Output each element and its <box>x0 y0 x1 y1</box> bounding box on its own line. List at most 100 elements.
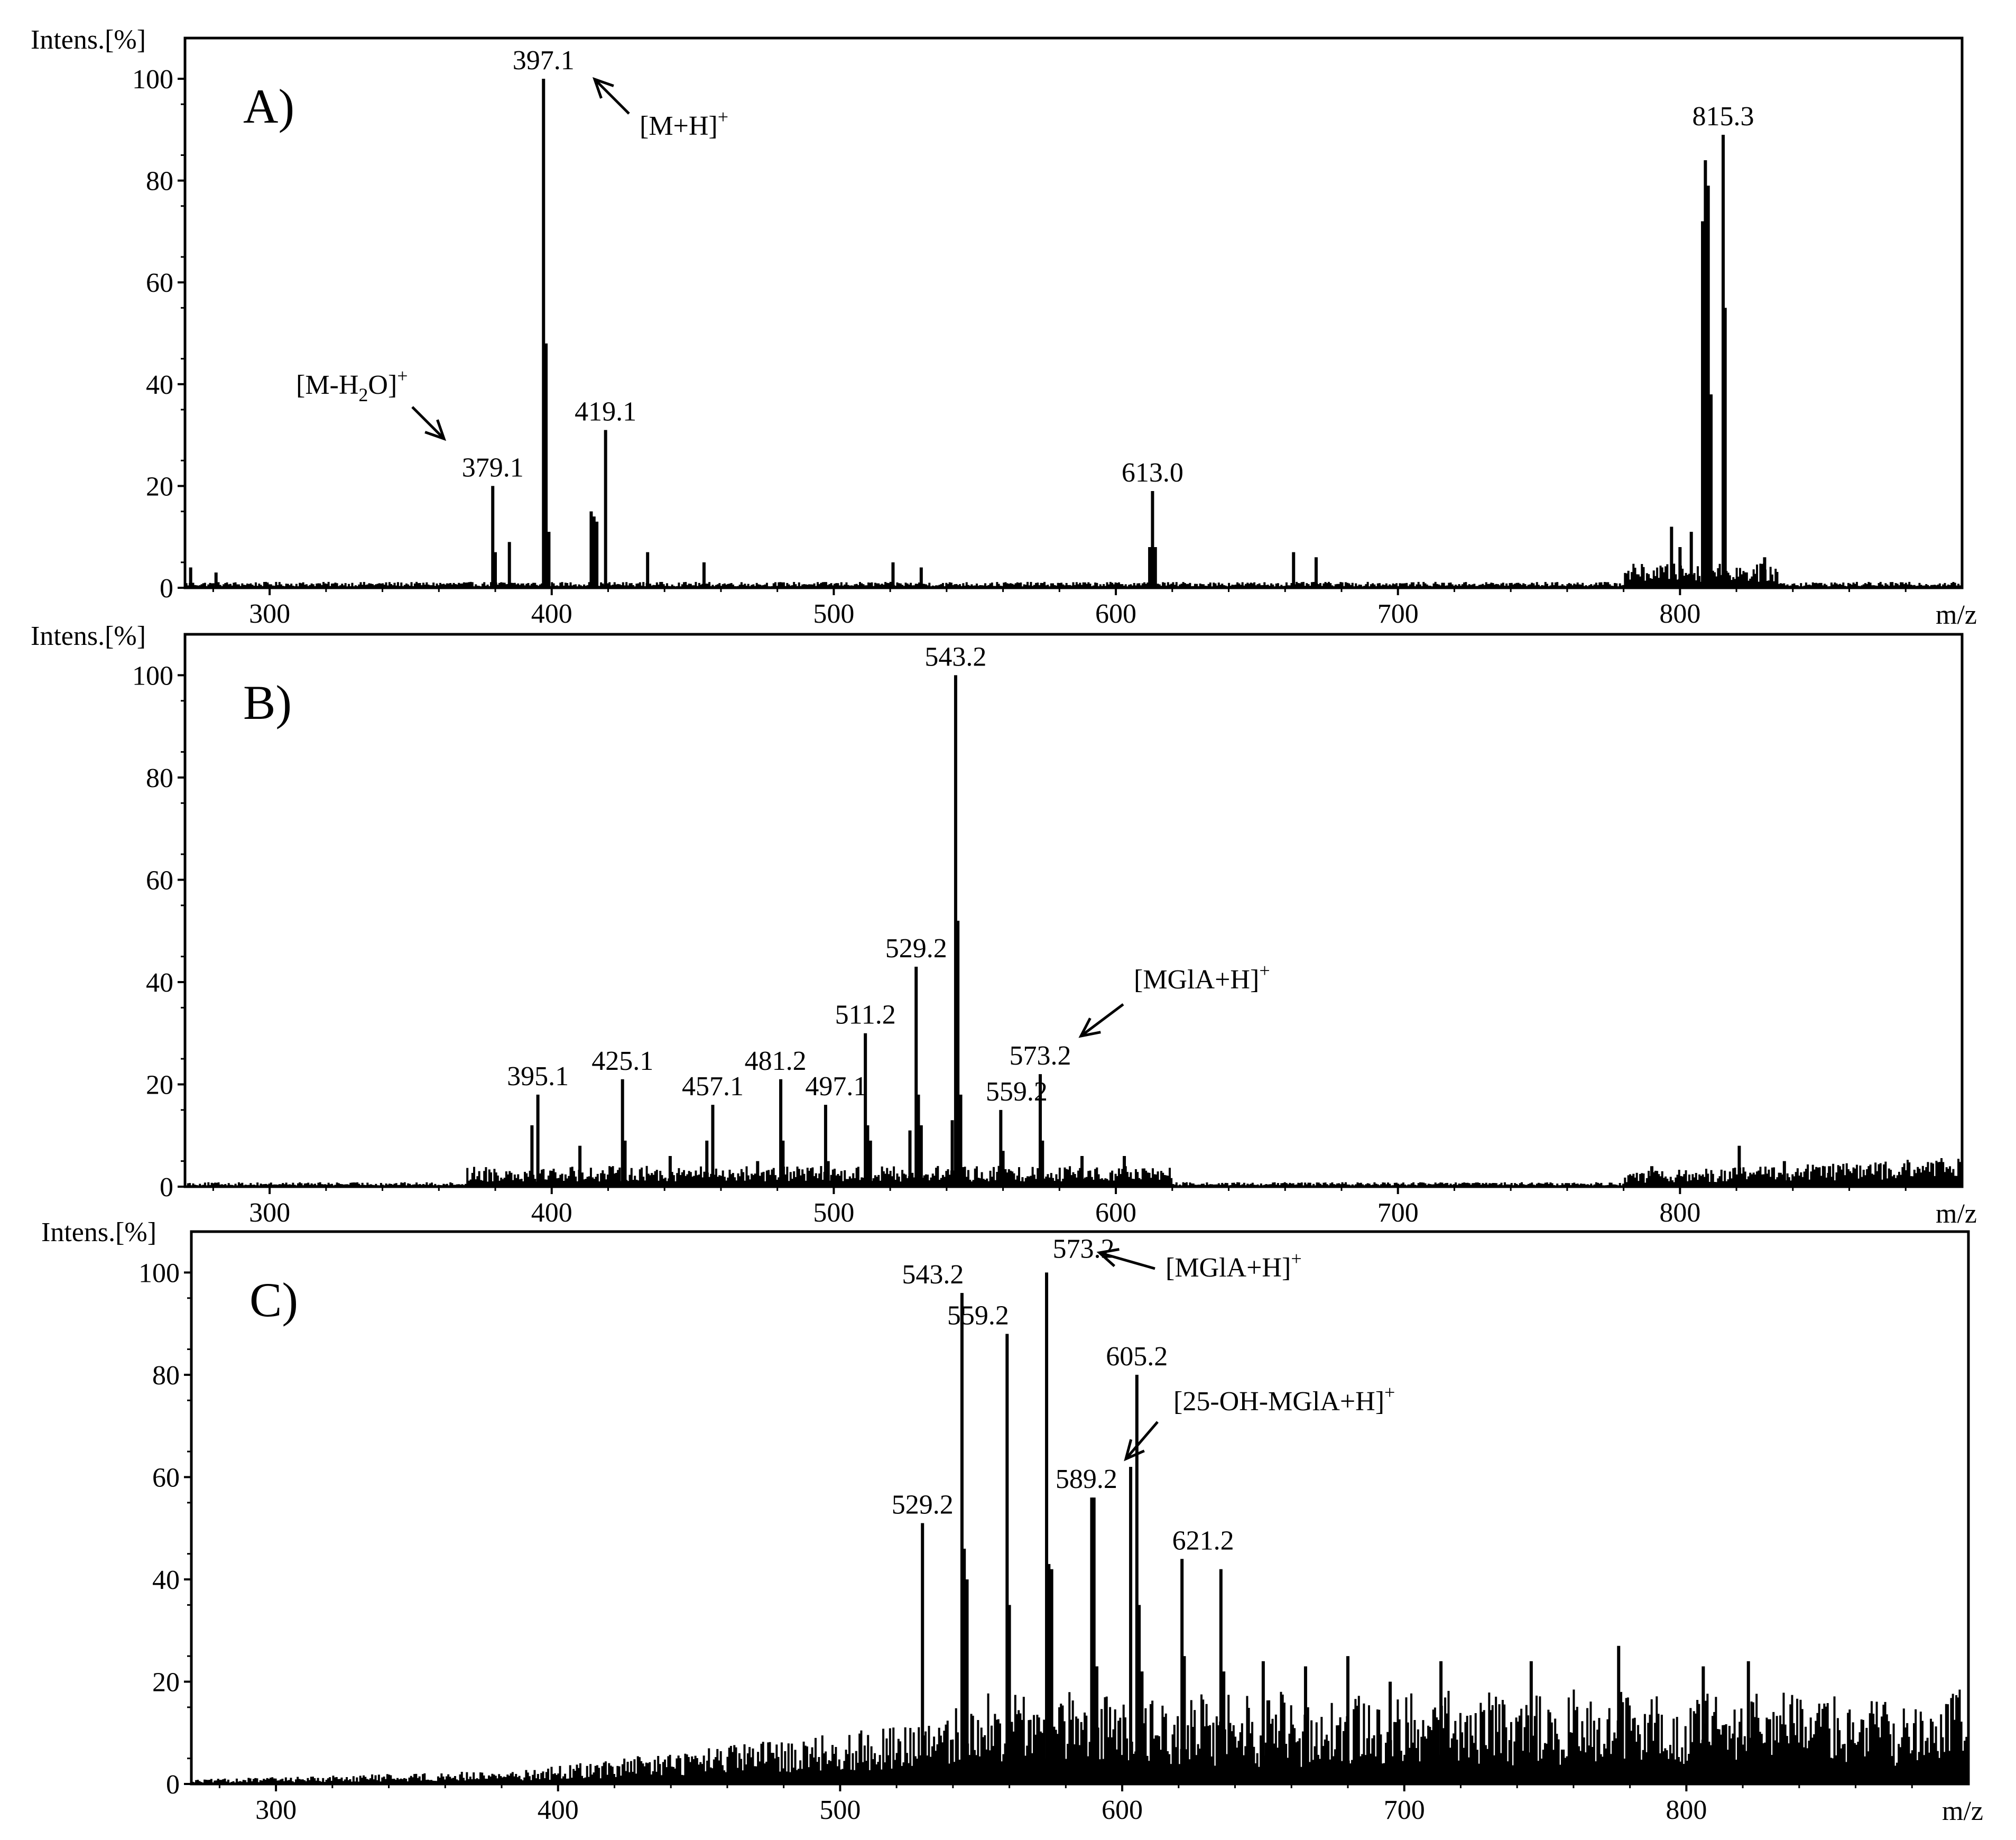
annotation-379.1: [M-H2O]+ <box>296 365 447 441</box>
annotation-arrowhead <box>1078 1018 1101 1038</box>
y-tick-label: 20 <box>146 471 173 502</box>
baseline-noise <box>185 563 1963 588</box>
y-tick-label: 40 <box>146 370 173 400</box>
peak-label: 397.1 <box>513 45 575 76</box>
x-tick-label: 500 <box>813 1198 854 1228</box>
annotation-text: [M+H] <box>640 111 718 141</box>
annotation-text: [M-H <box>296 370 358 400</box>
y-tick-label: 40 <box>152 1565 180 1595</box>
x-tick-label: 600 <box>1095 1198 1136 1228</box>
panel-letter: C) <box>249 1273 298 1327</box>
spectrum-panel-2: 0 20 40 60 80 100 300 400 500 600 700 800 Intens.[%]… <box>31 621 1977 1229</box>
peak-label: 573.2 <box>1053 1234 1115 1264</box>
x-tick-label: 400 <box>538 1795 579 1825</box>
annotation-text: [MGlA+H] <box>1134 965 1259 995</box>
x-tick-label: 700 <box>1384 1795 1425 1825</box>
x-tick-label: 800 <box>1666 1795 1707 1825</box>
annotation-label: [MGlA+H]+ <box>1134 960 1270 995</box>
peak-label: 529.2 <box>885 933 947 964</box>
peak-label: 559.2 <box>947 1301 1009 1331</box>
peak-label: 457.1 <box>682 1071 744 1102</box>
peak-label: 605.2 <box>1106 1342 1168 1372</box>
annotation-text: [25-OH-MGlA+H] <box>1173 1386 1384 1417</box>
annotation-arrowhead <box>1096 1248 1120 1268</box>
annotation-subscript: 2 <box>358 384 368 405</box>
x-tick-label: 800 <box>1659 1198 1700 1228</box>
peak-label: 815.3 <box>1692 101 1754 132</box>
annotation-superscript: + <box>718 106 728 127</box>
y-tick-label: 60 <box>146 865 173 895</box>
annotation-arrow <box>411 406 445 440</box>
y-tick-label: 0 <box>166 1770 180 1800</box>
x-tick-label: 600 <box>1095 599 1136 629</box>
y-tick-label: 60 <box>146 268 173 298</box>
annotation-label: [M-H2O]+ <box>296 365 408 405</box>
y-tick-label: 20 <box>152 1667 180 1697</box>
annotation-573.2: [MGlA+H]+ <box>1096 1248 1302 1283</box>
annotation-superscript: + <box>1259 960 1270 981</box>
peak-label: 529.2 <box>892 1490 954 1520</box>
y-tick-label: 100 <box>132 661 173 691</box>
annotation-arrowhead <box>592 77 614 99</box>
x-tick-label: 300 <box>255 1795 297 1825</box>
annotation-label: [MGlA+H]+ <box>1166 1248 1302 1283</box>
x-tick-label: 400 <box>531 1198 572 1228</box>
annotation-arrowhead <box>424 419 447 441</box>
y-axis-title: Intens.[%] <box>31 621 146 651</box>
peak-label: 613.0 <box>1122 458 1183 488</box>
annotation-label: [25-OH-MGlA+H]+ <box>1173 1382 1395 1417</box>
y-tick-label: 20 <box>146 1070 173 1100</box>
x-axis-title: m/z <box>1942 1796 1983 1826</box>
peak-label: 425.1 <box>591 1046 653 1076</box>
annotation-superscript: + <box>1291 1248 1301 1269</box>
baseline-noise <box>185 1158 1963 1187</box>
x-tick-label: 700 <box>1377 1198 1419 1228</box>
y-tick-label: 100 <box>132 64 173 95</box>
annotation-superscript: + <box>397 365 408 386</box>
y-tick-label: 0 <box>160 1172 173 1203</box>
x-axis-title: m/z <box>1936 600 1977 630</box>
annotation-text: [MGlA+H] <box>1166 1253 1291 1283</box>
y-tick-label: 80 <box>152 1361 180 1391</box>
annotation-text-cont: O] <box>368 370 397 400</box>
annotation-arrow <box>1099 1251 1155 1270</box>
panel-letter: B) <box>243 676 292 729</box>
x-tick-label: 600 <box>1102 1795 1143 1825</box>
y-tick-label: 60 <box>152 1463 180 1493</box>
peak-label: 481.2 <box>745 1046 807 1076</box>
spectrum-panel-1: 0 20 40 60 80 100 300 400 500 600 700 800 Intens.[%]… <box>31 25 1977 630</box>
annotation-label: [M+H]+ <box>640 106 728 141</box>
peak-label: 559.2 <box>986 1077 1048 1107</box>
y-tick-label: 0 <box>160 574 173 604</box>
peak-label: 419.1 <box>575 396 636 427</box>
y-axis-title: Intens.[%] <box>31 25 146 55</box>
y-tick-label: 40 <box>146 968 173 998</box>
peak-label: 543.2 <box>924 642 986 672</box>
x-tick-label: 500 <box>813 599 854 629</box>
annotation-arrowhead <box>1124 1439 1145 1462</box>
annotation-arrow <box>1080 1003 1124 1037</box>
peak-label: 395.1 <box>507 1061 569 1092</box>
x-tick-label: 300 <box>249 1198 290 1228</box>
y-tick-label: 80 <box>146 763 173 793</box>
peak-label: 573.2 <box>1010 1041 1071 1071</box>
annotation-arrow <box>1125 1421 1159 1460</box>
x-tick-label: 800 <box>1659 599 1700 629</box>
y-axis-title: Intens.[%] <box>41 1217 156 1247</box>
annotation-573.2: [MGlA+H]+ <box>1078 960 1270 1038</box>
annotation-397.1: [M+H]+ <box>592 77 728 141</box>
annotation-589.2: [25-OH-MGlA+H]+ <box>1124 1382 1395 1462</box>
x-tick-label: 300 <box>249 599 290 629</box>
plot-frame <box>183 633 1964 1188</box>
x-axis-title: m/z <box>1936 1199 1977 1229</box>
spectrum-panel-3: 0 20 40 60 80 100 300 400 500 600 700 800 Intens.[%]… <box>41 1217 1983 1826</box>
y-tick-label: 80 <box>146 167 173 197</box>
x-tick-label: 700 <box>1377 599 1419 629</box>
y-tick-label: 100 <box>138 1258 180 1288</box>
peak-label: 511.2 <box>835 1000 896 1030</box>
peak-label: 589.2 <box>1056 1464 1117 1494</box>
peak-label: 621.2 <box>1172 1525 1234 1556</box>
panel-letter: A) <box>243 79 294 133</box>
peak-label: 543.2 <box>902 1260 964 1290</box>
annotation-superscript: + <box>1384 1382 1395 1403</box>
